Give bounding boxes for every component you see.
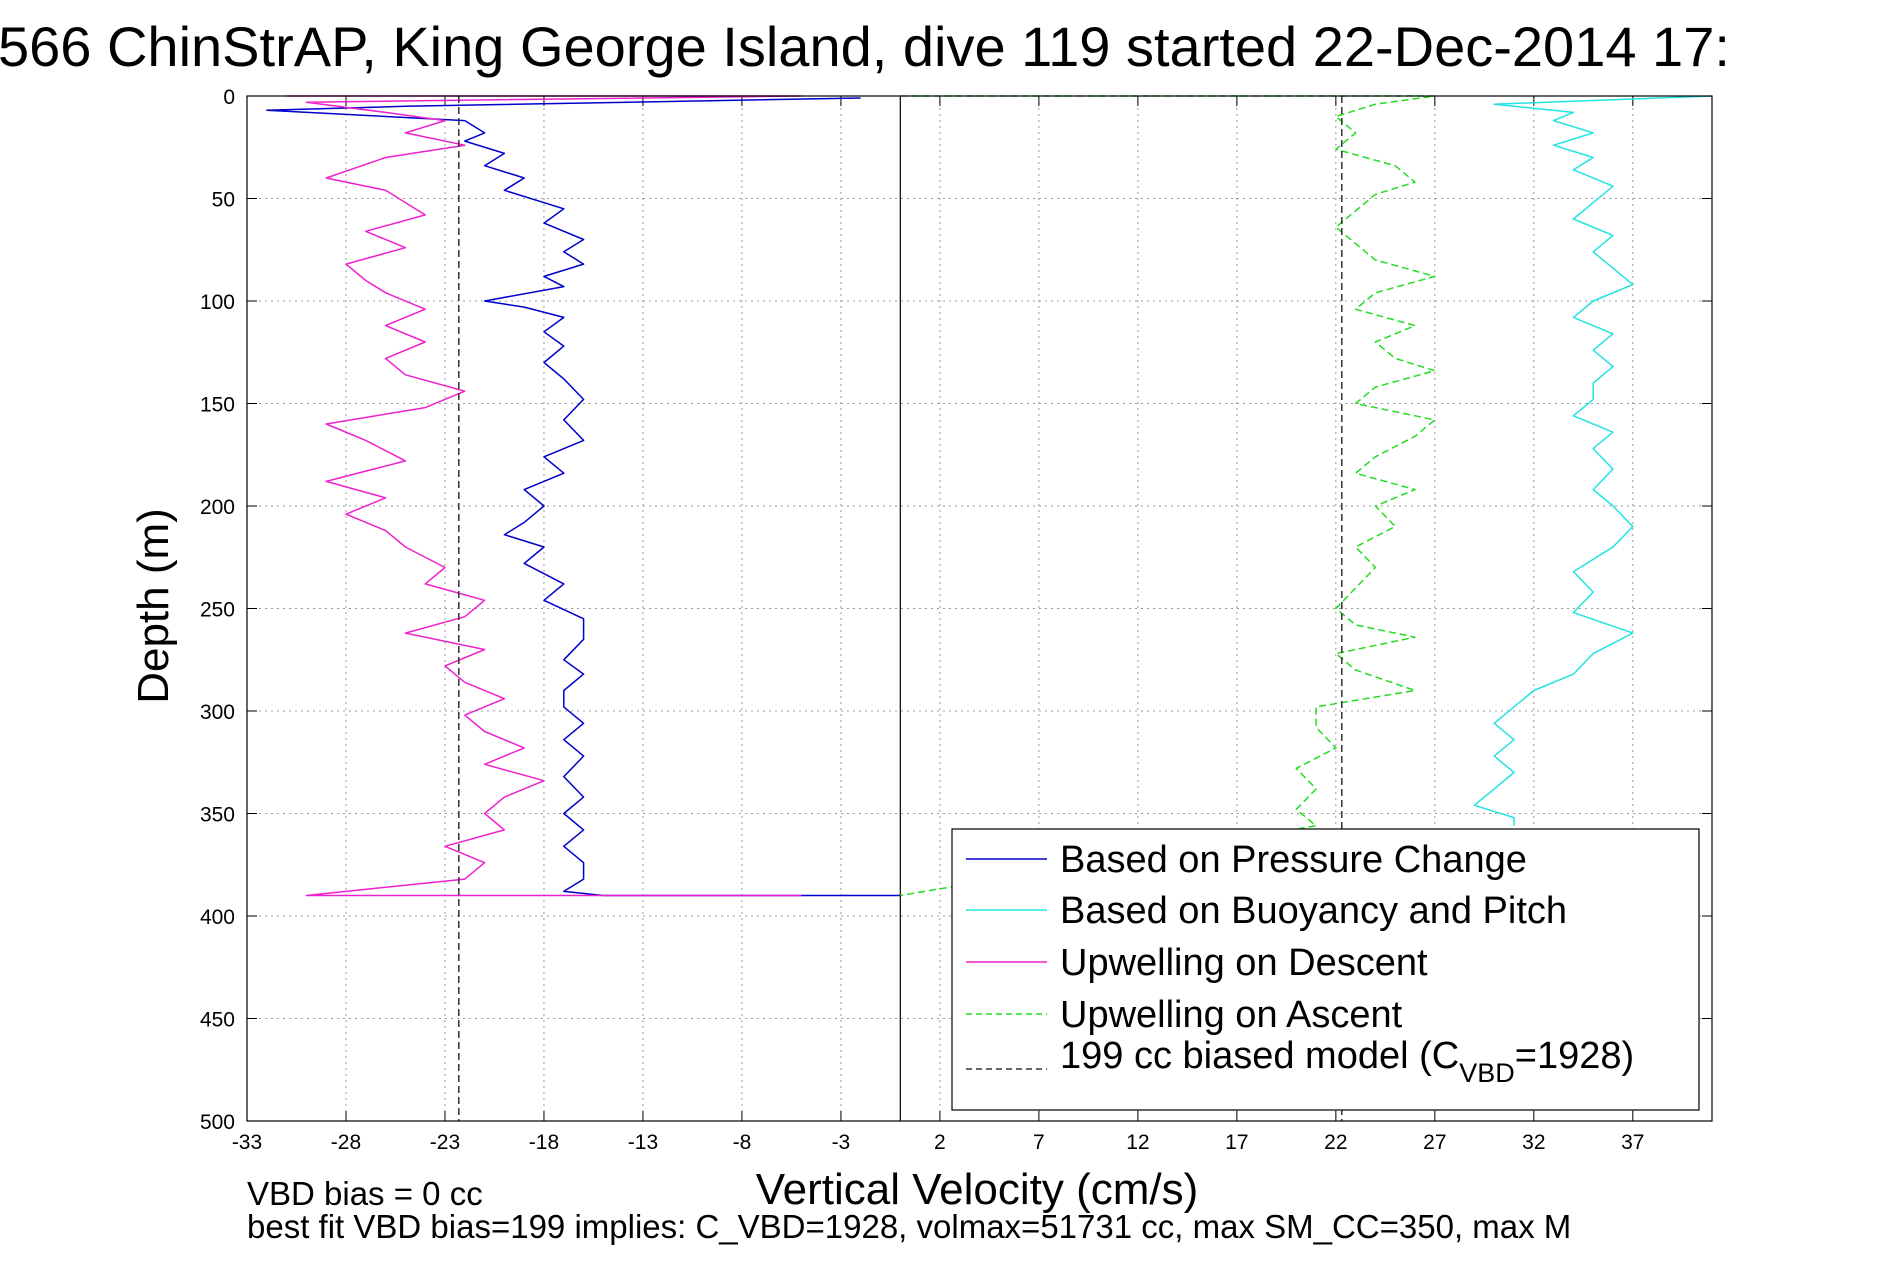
y-tick-label: 300 (200, 701, 235, 724)
x-tick-label: 2 (934, 1131, 946, 1154)
x-tick-label: -13 (628, 1131, 658, 1154)
series-lines (266, 95, 1713, 1121)
x-tick-label: 22 (1324, 1131, 1347, 1154)
x-tick-label: -23 (430, 1131, 460, 1154)
legend-label-model: 199 cc biased model (CVBD=1928) (1060, 1035, 1634, 1088)
legend-label-pressure: Based on Pressure Change (1060, 839, 1527, 881)
legend-label-buoyancy: Based on Buoyancy and Pitch (1060, 890, 1567, 932)
legend-label-ascent: Upwelling on Ascent (1060, 994, 1403, 1036)
y-tick-label: 200 (200, 496, 235, 519)
x-tick-label: -28 (331, 1131, 361, 1154)
legend-entry-model: 199 cc biased model (CVBD=1928) (966, 1035, 1634, 1088)
y-axis-label: Depth (m) (129, 508, 178, 704)
y-tick-label: 150 (200, 394, 235, 417)
x-tick-label: 32 (1522, 1131, 1545, 1154)
x-tick-label: 27 (1423, 1131, 1446, 1154)
y-tick-label: 450 (200, 1009, 235, 1032)
y-tick-label: 100 (200, 291, 235, 314)
series-pressure-change (266, 97, 901, 897)
x-tick-label: 7 (1033, 1131, 1045, 1154)
x-tick-label: 37 (1621, 1131, 1644, 1154)
x-axis-label: Vertical Velocity (cm/s) (756, 1165, 1199, 1214)
y-tick-label: 50 (212, 189, 235, 212)
x-tick-label: -18 (529, 1131, 559, 1154)
legend-label-model-sub: VBD (1459, 1058, 1515, 1088)
legend-entry-descent: Upwelling on Descent (966, 942, 1428, 984)
legend-entry-ascent: Upwelling on Ascent (966, 994, 1403, 1036)
series-buoyancy-pitch (1473, 95, 1713, 826)
y-tick-label: 250 (200, 599, 235, 622)
x-tick-label: 17 (1225, 1131, 1248, 1154)
series-upwelling-descent (286, 95, 803, 897)
y-tick-label: 0 (223, 86, 235, 109)
series-upwelling-ascent (900, 95, 1436, 897)
vbd-bias-note: VBD bias = 0 cc (247, 1175, 483, 1212)
x-tick-label: -3 (832, 1131, 851, 1154)
chart-title: 566 ChinStrAP, King George Island, dive … (0, 15, 1730, 78)
y-tick-label: 500 (200, 1111, 235, 1134)
legend-label-model-tail: =1928) (1515, 1035, 1634, 1077)
axis-ticks: -33 -28 -23 -18 -13 -8 -3 2 7 12 17 22 27 32 370501001… (200, 86, 1712, 1154)
plot-frame (246, 95, 1713, 1122)
y-tick-label: 400 (200, 906, 235, 929)
legend-entry-pressure: Based on Pressure Change (966, 839, 1527, 881)
x-tick-label: -8 (733, 1131, 752, 1154)
x-tick-label: 12 (1126, 1131, 1149, 1154)
y-tick-label: 350 (200, 804, 235, 827)
x-tick-label: -33 (232, 1131, 262, 1154)
legend: Based on Pressure Change Based on Buoyan… (951, 828, 1700, 1111)
best-fit-note: best fit VBD bias=199 implies: C_VBD=192… (247, 1208, 1571, 1245)
legend-entry-buoyancy: Based on Buoyancy and Pitch (966, 890, 1567, 932)
legend-label-descent: Upwelling on Descent (1060, 942, 1428, 984)
legend-label-model-main: 199 cc biased model (C (1060, 1035, 1459, 1077)
legend-box (951, 828, 1700, 1111)
